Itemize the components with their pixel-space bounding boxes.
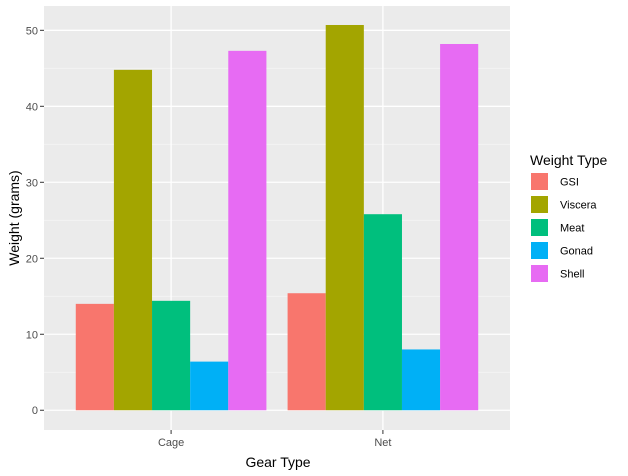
legend-label-gsi: GSI: [560, 177, 579, 189]
bar-shell-net: [440, 43, 479, 411]
bars: [75, 24, 479, 411]
legend-label-meat: Meat: [560, 223, 584, 235]
y-tick-label: 10: [26, 329, 38, 341]
y-tick-label: 50: [26, 25, 38, 37]
x-tick-label: Cage: [158, 437, 184, 449]
bar-meat-net: [363, 214, 402, 411]
legend-title: Weight Type: [530, 152, 608, 168]
bar-viscera-cage: [113, 69, 153, 411]
y-axis: 0 10 20 30 40 50: [26, 25, 44, 417]
bar-gonad-net: [401, 349, 441, 411]
y-tick-label: 20: [26, 253, 38, 265]
bar-meat-cage: [152, 300, 191, 411]
legend: Weight Type GSI Viscera Meat Gonad Shell: [530, 152, 608, 282]
bar-gsi-net: [287, 293, 326, 411]
x-tick-label: Net: [374, 437, 391, 449]
bar-gsi-cage: [75, 303, 114, 411]
legend-label-gonad: Gonad: [560, 246, 593, 258]
legend-key-shell: [531, 265, 548, 282]
x-axis-title: Gear Type: [245, 454, 310, 470]
bar-gonad-cage: [190, 361, 229, 411]
legend-label-viscera: Viscera: [560, 200, 597, 212]
y-tick-label: 30: [26, 177, 38, 189]
legend-key-viscera: [531, 196, 548, 213]
y-tick-label: 0: [32, 405, 38, 417]
legend-label-shell: Shell: [560, 269, 584, 281]
x-axis: Cage Net: [158, 430, 391, 449]
bar-viscera-net: [325, 24, 364, 411]
y-tick-label: 40: [26, 101, 38, 113]
legend-key-gsi: [531, 173, 548, 190]
bar-shell-cage: [228, 50, 267, 411]
y-axis-title: Weight (grams): [6, 170, 22, 265]
legend-key-meat: [531, 219, 548, 236]
legend-key-gonad: [531, 242, 548, 259]
